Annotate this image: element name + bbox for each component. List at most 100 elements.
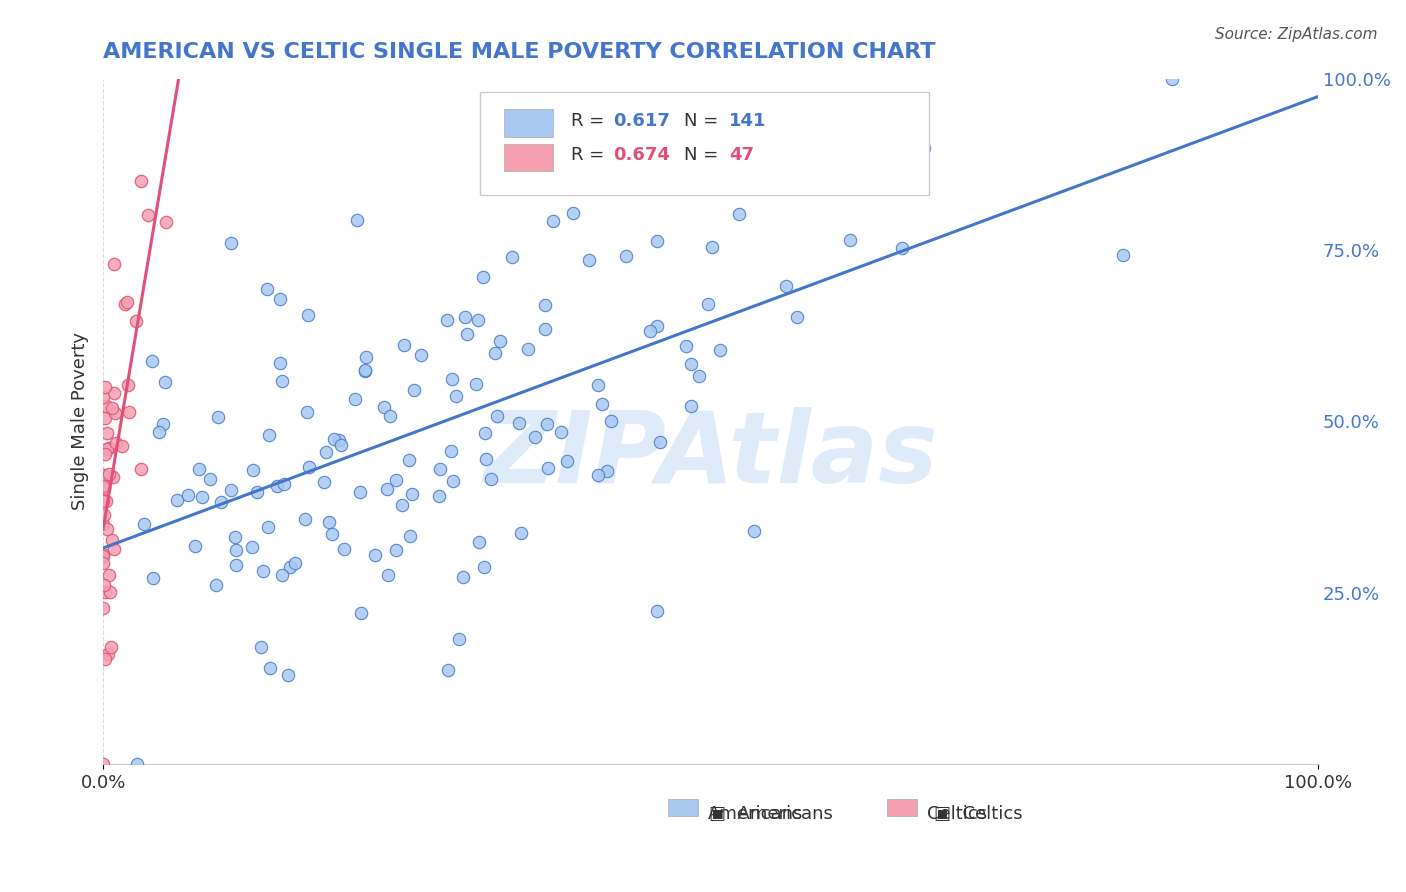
- Text: N =: N =: [683, 146, 724, 164]
- Point: [297, 308, 319, 322]
- Text: Celtics: Celtics: [927, 805, 987, 823]
- Text: R =: R =: [571, 146, 610, 164]
- Point: [914, 141, 936, 155]
- Point: [117, 378, 139, 392]
- Point: [344, 392, 367, 406]
- Point: [103, 406, 125, 420]
- Point: [152, 417, 174, 431]
- Point: [271, 374, 294, 388]
- Point: [537, 460, 560, 475]
- Point: [312, 475, 335, 489]
- Point: [148, 425, 170, 440]
- Text: ▣  Americans: ▣ Americans: [710, 805, 834, 823]
- Point: [278, 560, 301, 574]
- Point: [456, 326, 478, 341]
- Point: [94, 494, 117, 508]
- Point: [638, 324, 661, 338]
- Point: [679, 357, 702, 371]
- Point: [775, 279, 797, 293]
- Point: [392, 338, 415, 352]
- Point: [96, 522, 118, 536]
- Point: [256, 282, 278, 296]
- Point: [321, 527, 343, 541]
- FancyBboxPatch shape: [479, 92, 929, 195]
- Point: [377, 568, 399, 582]
- Point: [675, 339, 697, 353]
- Point: [205, 578, 228, 592]
- Point: [647, 318, 669, 333]
- Point: [318, 515, 340, 529]
- Point: [839, 233, 862, 247]
- Point: [441, 474, 464, 488]
- Point: [166, 493, 188, 508]
- Point: [354, 350, 377, 364]
- Point: [125, 314, 148, 328]
- Point: [91, 556, 114, 570]
- Point: [93, 584, 115, 599]
- Point: [786, 310, 808, 324]
- Point: [294, 511, 316, 525]
- Point: [269, 292, 291, 306]
- Point: [354, 364, 377, 378]
- Point: [346, 213, 368, 227]
- Point: [508, 416, 530, 430]
- Point: [474, 425, 496, 440]
- Point: [700, 240, 723, 254]
- Point: [600, 414, 623, 428]
- Point: [96, 400, 118, 414]
- Point: [555, 454, 578, 468]
- Point: [94, 447, 117, 461]
- Point: [709, 343, 731, 358]
- Point: [269, 356, 291, 370]
- Point: [350, 606, 373, 620]
- Point: [277, 668, 299, 682]
- Point: [91, 390, 114, 404]
- Point: [510, 526, 533, 541]
- Point: [742, 524, 765, 538]
- Point: [91, 517, 114, 532]
- Point: [534, 322, 557, 336]
- Point: [129, 174, 152, 188]
- Point: [472, 269, 495, 284]
- Point: [484, 346, 506, 360]
- Point: [177, 488, 200, 502]
- FancyBboxPatch shape: [668, 798, 699, 815]
- Point: [284, 556, 307, 570]
- Point: [252, 564, 274, 578]
- Point: [188, 461, 211, 475]
- Point: [125, 757, 148, 772]
- Point: [385, 542, 408, 557]
- Point: [183, 539, 205, 553]
- Point: [444, 389, 467, 403]
- Point: [97, 567, 120, 582]
- Point: [451, 570, 474, 584]
- Point: [485, 409, 508, 423]
- Point: [1161, 71, 1184, 86]
- Point: [534, 298, 557, 312]
- Point: [437, 663, 460, 677]
- Point: [224, 530, 246, 544]
- Point: [101, 470, 124, 484]
- Point: [586, 377, 609, 392]
- Point: [681, 400, 703, 414]
- Point: [153, 376, 176, 390]
- Point: [225, 543, 247, 558]
- Point: [115, 295, 138, 310]
- Point: [93, 578, 115, 592]
- Point: [93, 410, 115, 425]
- Point: [614, 249, 637, 263]
- Point: [645, 604, 668, 618]
- Point: [401, 487, 423, 501]
- Point: [398, 452, 420, 467]
- Point: [134, 517, 156, 532]
- Point: [257, 519, 280, 533]
- Point: [489, 334, 512, 348]
- Point: [96, 425, 118, 440]
- Point: [93, 508, 115, 522]
- FancyBboxPatch shape: [505, 144, 553, 171]
- Point: [257, 427, 280, 442]
- Point: [447, 632, 470, 646]
- Point: [198, 472, 221, 486]
- Point: [472, 559, 495, 574]
- Point: [440, 444, 463, 458]
